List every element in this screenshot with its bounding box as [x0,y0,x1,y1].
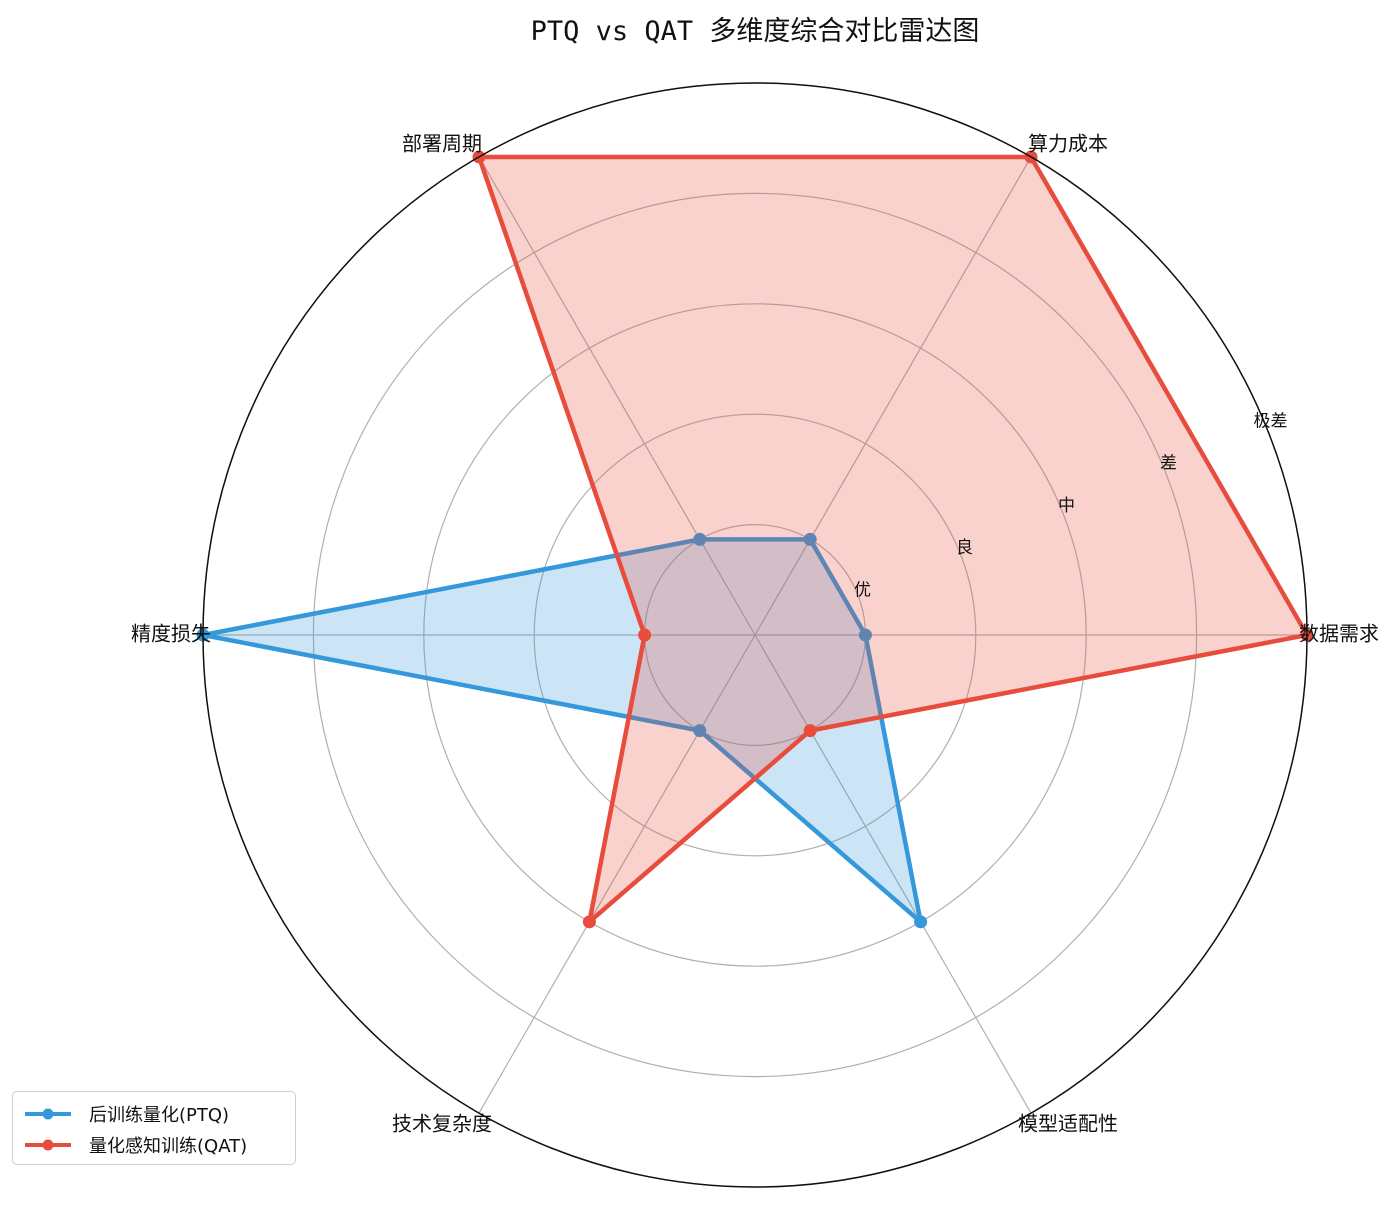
series-point-1-5 [803,724,817,738]
grid-spoke-5 [754,634,1032,1114]
legend-label-qat: 量化感知训练(QAT) [89,1136,248,1157]
axis-label-4: 技术复杂度 [392,1112,492,1136]
grid-spoke-4 [478,634,756,1114]
series-area-1 [479,156,1307,922]
tick-label-1: 良 [956,538,973,558]
legend-label-ptq: 后训练量化(PTQ) [89,1105,230,1126]
tick-label-3: 差 [1160,454,1177,474]
series-layer [196,82,1314,1188]
tick-label-4: 极差 [1254,411,1288,431]
series-point-0-5 [914,915,928,929]
grid-spoke-2 [478,156,756,636]
legend-item-ptq: 后训练量化(PTQ) [23,1099,229,1129]
series-point-1-3 [638,628,652,642]
chart-title: PTQ vs QAT 多维度综合对比雷达图 [531,16,980,47]
series-point-0-0 [858,628,872,642]
tick-label-2: 中 [1058,496,1075,516]
legend-marker-qat [25,1139,71,1151]
series-area-0 [203,539,921,922]
axis-label-2: 部署周期 [402,131,482,155]
grid-spoke-1 [754,156,1032,636]
series-point-0-1 [803,532,817,546]
series-point-1-4 [582,915,596,929]
axis-label-1: 算力成本 [1028,131,1108,155]
axis-label-0: 数据需求 [1299,622,1379,646]
series-point-0-4 [693,724,707,738]
axis-label-5: 模型适配性 [1018,1112,1118,1136]
legend-marker-ptq [25,1108,71,1120]
tick-label-0: 优 [854,580,871,600]
series-point-0-2 [693,532,707,546]
legend-item-qat: 量化感知训练(QAT) [23,1130,247,1160]
outer-frame [202,82,1308,1188]
legend: 后训练量化(PTQ) 量化感知训练(QAT) [12,1091,296,1165]
axis-label-3: 精度损失 [131,622,211,646]
